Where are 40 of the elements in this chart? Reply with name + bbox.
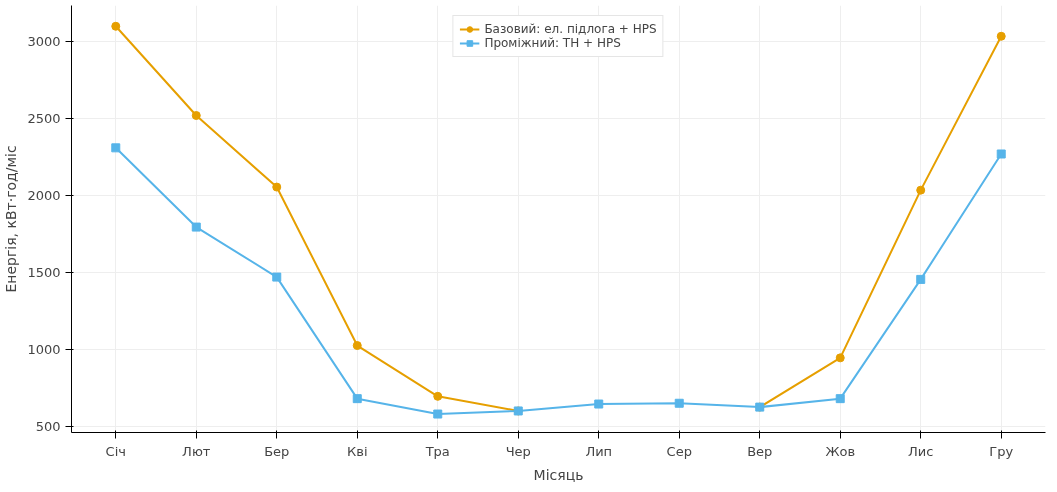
x-tick-label: Гру (989, 443, 1014, 459)
x-tick-label: Лют (182, 443, 211, 459)
y-tick-label: 2000 (27, 188, 61, 204)
x-tick-label: Сер (666, 443, 692, 459)
point (272, 182, 282, 192)
point (272, 272, 282, 282)
y-tick-label: 2500 (27, 111, 61, 127)
point (835, 394, 845, 404)
point (916, 185, 926, 195)
y-tick-label: 1500 (27, 264, 61, 280)
legend-label: Базовий: ел. підлога + HPS (484, 22, 657, 36)
point (674, 398, 684, 408)
point (835, 353, 845, 363)
y-axis-title: Енергія, кВт·год/міс (3, 145, 20, 293)
x-tick-label: Кві (347, 443, 368, 459)
x-tick-label: Вер (747, 443, 773, 459)
point (996, 31, 1006, 41)
x-tick-label: Січ (105, 443, 126, 459)
point (111, 143, 121, 153)
legend-label: Проміжний: ТН + HPS (484, 36, 621, 50)
point (916, 274, 926, 284)
x-tick-label: Тра (424, 443, 450, 459)
x-tick-label: Бер (264, 443, 290, 459)
x-axis-title: Місяць (533, 466, 584, 483)
x-tick-label: Лис (908, 443, 934, 459)
x-tick-label: Лип (585, 443, 613, 459)
point (111, 21, 121, 31)
y-tick-label: 3000 (27, 34, 61, 50)
point (352, 341, 362, 351)
x-tick-label: Чер (505, 443, 531, 459)
point (191, 222, 201, 232)
point (996, 149, 1006, 159)
point (433, 391, 443, 401)
point (594, 399, 604, 409)
point (352, 394, 362, 404)
point (433, 409, 443, 419)
y-tick-label: 500 (35, 418, 61, 434)
y-tick-label: 1000 (27, 341, 61, 357)
x-tick-label: Жов (825, 443, 856, 459)
point (191, 111, 201, 121)
